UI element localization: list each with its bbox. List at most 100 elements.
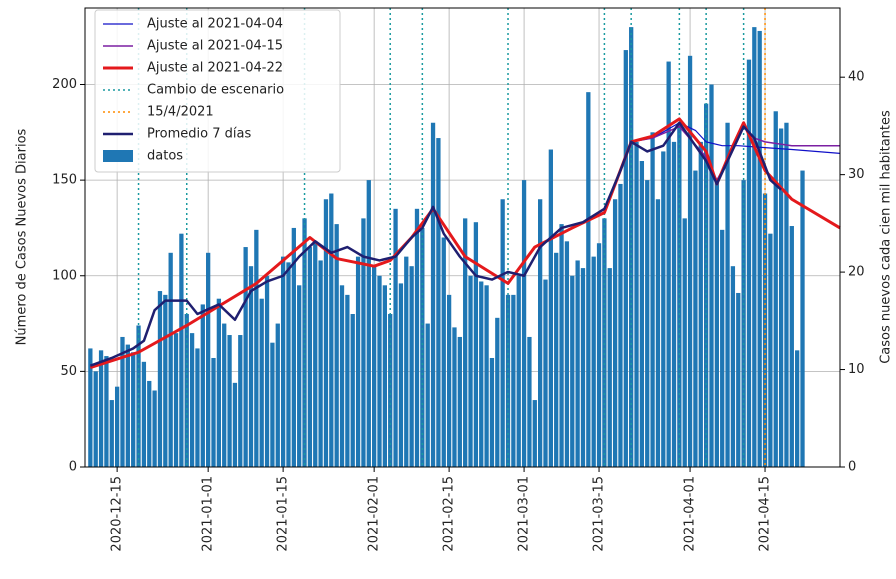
bar [323,199,329,467]
bar [302,218,307,467]
bar [125,344,130,467]
y-tick-label: 200 [52,77,77,92]
bar [222,323,227,467]
bar [189,333,195,467]
legend-swatch [103,150,133,162]
bar [264,275,270,467]
bar [484,285,489,467]
bar [227,335,232,467]
bar [687,55,693,467]
y2-tick-label: 0 [848,460,856,475]
x-tick-label: 2021-02-01 [367,476,382,552]
bar [768,233,773,467]
bar [548,149,553,467]
bar [270,342,275,467]
x-tick-label: 2021-02-15 [442,476,457,552]
bar [232,382,238,467]
bar [800,170,805,467]
bar [136,325,141,467]
bar [500,199,505,467]
bar [173,333,179,467]
bar [388,314,393,467]
bar [414,208,420,467]
bar [355,256,361,467]
bar [382,285,387,467]
bar [216,298,222,467]
legend-label: Ajuste al 2021-04-22 [147,61,283,76]
bar [409,266,414,467]
bar [666,61,671,468]
line [89,117,841,369]
bar [602,218,607,467]
bar [730,266,736,467]
bar [334,224,339,467]
bar [168,252,173,467]
bar [795,350,800,467]
bar [714,180,719,467]
bar [313,241,318,467]
x-tick-label: 2021-01-15 [276,476,291,552]
bar [441,237,446,467]
y2-tick-label: 40 [848,70,865,85]
bar [725,122,730,467]
bar [645,180,650,467]
bar [463,218,468,467]
y-tick-label: 50 [60,364,77,379]
bar [473,222,479,467]
bar [639,161,645,467]
legend-label: Ajuste al 2021-04-04 [147,17,283,32]
x-tick-label: 2021-04-15 [758,476,773,552]
bar [586,92,591,468]
bar [243,247,248,467]
bars [88,27,805,468]
bar [720,229,725,467]
bar [152,390,157,467]
bar [650,132,655,467]
bar [254,229,259,467]
bar [350,314,355,467]
bar [554,252,559,467]
bar [446,294,452,467]
bar [206,252,211,467]
bar [452,327,457,467]
bar [612,199,618,467]
bar [521,180,527,467]
bar [259,298,264,467]
bar [163,294,168,467]
bar [479,281,484,467]
x-tick-label: 2021-03-15 [592,476,607,552]
bar [275,323,280,467]
bar [671,141,677,467]
y2-tick-label: 20 [848,265,865,280]
bar [147,380,152,467]
bar [564,241,570,467]
bar [655,199,661,467]
bar [736,292,741,467]
x-tick-label: 2021-03-01 [517,476,532,552]
x-tick-label: 2021-01-01 [201,476,216,552]
bar [591,256,596,467]
bar [773,111,778,468]
bar [778,128,784,468]
bar [361,218,366,467]
legend-label: datos [147,149,183,164]
bar [457,336,462,467]
bar [607,268,612,467]
bar [93,371,98,467]
bar [157,291,163,467]
bar [516,275,521,467]
bar [109,400,114,467]
y2-axis-label: Casos nuevos cada cien mil habitantes [879,110,894,364]
bar [104,356,109,467]
bar [511,294,516,467]
line [89,121,782,367]
bar [559,224,564,467]
legend-label: Cambio de escenario [147,83,284,98]
bar [629,27,634,467]
bar [200,304,205,467]
bar [329,193,334,467]
lines [89,117,841,369]
bar [634,141,639,467]
bar [752,27,757,467]
bar [436,138,441,468]
